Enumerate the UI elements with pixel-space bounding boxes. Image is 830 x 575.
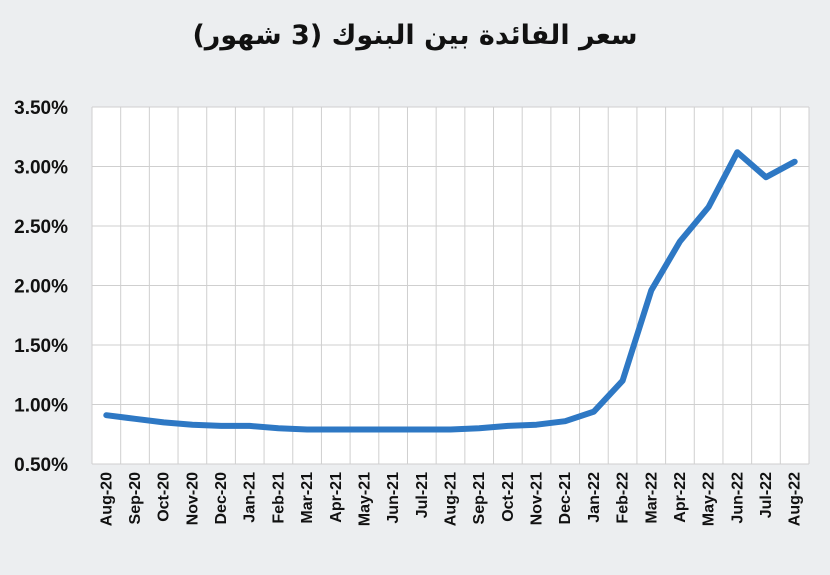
y-tick-label: 2.00% [14, 277, 68, 298]
data-point [448, 426, 453, 432]
data-point [648, 287, 654, 293]
y-tick-label: 2.50% [14, 217, 68, 238]
grid-lines [91, 106, 810, 465]
x-tick-label: Jan-21 [242, 472, 259, 523]
x-tick-label: Sep-20 [127, 472, 144, 525]
x-tick-label: Aug-21 [443, 472, 460, 526]
x-tick-label: Aug-22 [787, 472, 804, 526]
data-point [304, 426, 310, 432]
x-tick-label: Feb-22 [615, 472, 632, 524]
y-tick-label: 3.00% [14, 158, 68, 179]
data-point [247, 423, 253, 429]
data-point [476, 425, 482, 431]
data-point [132, 416, 138, 422]
y-tick-label: 1.50% [14, 336, 68, 357]
data-point [103, 412, 109, 418]
x-axis-ticks: Aug-20 Sep-20 Oct-20 Nov-20 Dec-20 Jan-21 Feb-… [98, 472, 803, 526]
x-tick-label: Nov-21 [529, 472, 546, 525]
x-tick-label: Oct-21 [500, 472, 517, 522]
x-tick-label: Aug-20 [98, 472, 115, 526]
data-point [333, 426, 339, 432]
x-tick-label: Apr-22 [672, 472, 689, 523]
data-point [419, 426, 425, 432]
y-axis-ticks: 0.50% 1.00% 1.50% 2.00% 2.50% 3.00% 3.50% [14, 98, 68, 476]
x-tick-label: Sep-21 [471, 472, 488, 525]
x-tick-label: Jul-21 [414, 472, 431, 518]
x-tick-label: Feb-21 [270, 472, 287, 524]
data-point [275, 425, 281, 431]
chart-title: سعر الفائدة بين البنوك (3 شهور) [192, 20, 638, 51]
data-point [734, 149, 740, 155]
data-point [534, 422, 540, 428]
data-point [620, 378, 626, 384]
data-point [361, 426, 367, 432]
data-point [591, 409, 597, 415]
x-tick-label: Oct-20 [156, 472, 173, 522]
y-tick-label: 0.50% [14, 455, 68, 476]
x-tick-label: Dec-20 [213, 472, 230, 525]
x-tick-label: Mar-21 [299, 472, 316, 524]
data-point [706, 204, 712, 210]
data-point [218, 423, 224, 429]
data-point [390, 426, 396, 432]
x-tick-label: Jun-21 [385, 472, 402, 524]
x-tick-label: Dec-21 [557, 472, 574, 525]
x-tick-label: Apr-21 [328, 472, 345, 523]
data-point [763, 174, 769, 180]
data-point [792, 159, 798, 165]
data-point [505, 423, 511, 429]
series-layer [103, 149, 798, 433]
y-tick-label: 3.50% [14, 98, 68, 119]
x-tick-label: Mar-22 [643, 472, 660, 524]
x-tick-label: Jan-22 [586, 472, 603, 523]
data-point [677, 238, 683, 244]
y-tick-label: 1.00% [14, 396, 68, 417]
x-tick-label: Jul-22 [758, 472, 775, 518]
x-tick-label: Jun-22 [729, 472, 746, 524]
data-point [161, 419, 167, 425]
x-tick-label: May-21 [356, 472, 373, 526]
data-point [189, 422, 195, 428]
x-tick-label: Nov-20 [184, 472, 201, 525]
x-tick-label: May-22 [701, 472, 718, 526]
data-point [562, 418, 568, 424]
